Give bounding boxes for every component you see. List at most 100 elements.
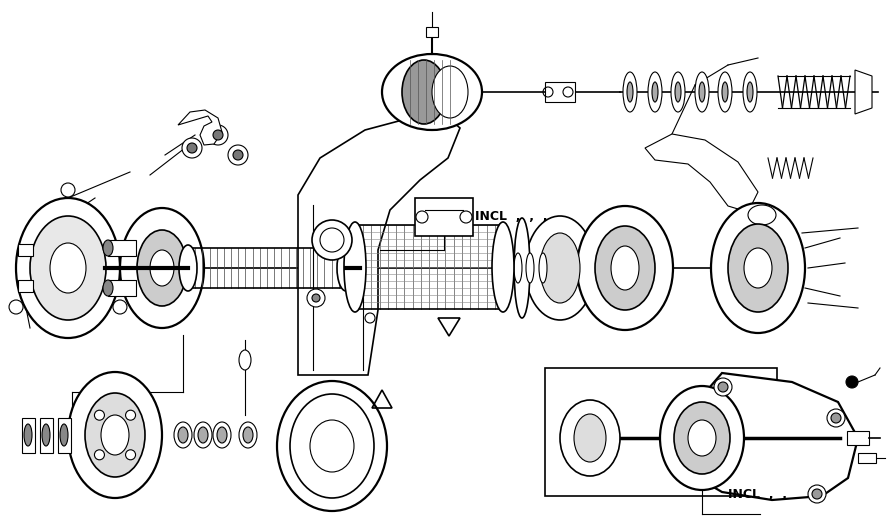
Ellipse shape [623,72,637,112]
Polygon shape [855,70,872,114]
Ellipse shape [501,253,509,283]
Ellipse shape [213,422,231,448]
Circle shape [233,150,243,160]
Ellipse shape [747,82,753,102]
Ellipse shape [16,198,120,338]
Ellipse shape [344,222,366,312]
Circle shape [125,410,136,420]
Ellipse shape [674,402,730,474]
Ellipse shape [539,253,547,283]
Ellipse shape [42,424,50,446]
Ellipse shape [748,248,776,268]
Circle shape [846,376,858,388]
Bar [355,225,503,309]
Ellipse shape [748,228,776,248]
Circle shape [831,413,841,423]
Circle shape [9,300,23,314]
Circle shape [312,220,352,260]
Ellipse shape [743,72,757,112]
Ellipse shape [540,233,580,303]
Circle shape [187,143,197,153]
Ellipse shape [178,427,188,443]
Ellipse shape [595,226,655,310]
Circle shape [808,485,826,503]
Ellipse shape [648,72,662,112]
Ellipse shape [695,72,709,112]
Ellipse shape [103,240,113,256]
Circle shape [208,125,228,145]
Ellipse shape [60,424,68,446]
Ellipse shape [198,427,208,443]
Ellipse shape [722,82,728,102]
Circle shape [365,313,375,323]
Bar [22,418,35,453]
Ellipse shape [194,422,212,448]
Ellipse shape [174,422,192,448]
Bar [858,453,876,463]
Ellipse shape [337,245,355,291]
Ellipse shape [611,246,639,290]
Circle shape [307,289,325,307]
Ellipse shape [179,245,197,291]
Ellipse shape [525,216,595,320]
Ellipse shape [514,218,530,318]
Ellipse shape [627,82,633,102]
Bar [40,418,53,453]
Ellipse shape [137,230,187,306]
Ellipse shape [744,248,772,288]
Bar [188,248,346,288]
Ellipse shape [711,203,805,333]
Ellipse shape [30,216,106,320]
Ellipse shape [718,72,732,112]
Ellipse shape [675,82,681,102]
Bar [415,198,473,236]
Circle shape [827,409,845,427]
Ellipse shape [150,250,174,286]
Ellipse shape [748,268,776,288]
Ellipse shape [277,381,387,511]
Polygon shape [298,115,460,375]
Ellipse shape [103,280,113,296]
Bar [545,82,575,102]
Text: INCL  ,  ,: INCL , , [728,488,787,501]
Ellipse shape [526,253,534,283]
Ellipse shape [514,253,522,283]
Ellipse shape [748,205,776,225]
Text: INCL  ,  ,  ,: INCL , , , [475,210,548,223]
Ellipse shape [239,350,251,370]
Circle shape [714,378,732,396]
Polygon shape [645,134,758,212]
Ellipse shape [85,393,145,477]
Ellipse shape [243,427,253,443]
Ellipse shape [652,82,658,102]
Circle shape [113,300,127,314]
Ellipse shape [728,224,788,312]
Ellipse shape [699,82,705,102]
Polygon shape [178,110,222,145]
Ellipse shape [492,222,514,312]
Ellipse shape [574,414,606,462]
Bar [426,27,438,37]
Circle shape [94,450,105,460]
Ellipse shape [660,386,744,490]
Bar [545,368,777,496]
Ellipse shape [101,415,129,455]
Bar [847,431,869,445]
Ellipse shape [577,206,673,330]
Ellipse shape [402,60,446,124]
Circle shape [125,450,136,460]
Ellipse shape [432,66,468,118]
Circle shape [182,138,202,158]
Circle shape [312,294,320,302]
Ellipse shape [24,424,32,446]
Circle shape [228,145,248,165]
Ellipse shape [239,422,257,448]
Circle shape [812,489,822,499]
Circle shape [61,183,75,197]
Bar [108,280,136,296]
Circle shape [718,382,728,392]
Circle shape [213,130,223,140]
Bar [18,280,33,292]
Ellipse shape [217,427,227,443]
Ellipse shape [382,54,482,130]
